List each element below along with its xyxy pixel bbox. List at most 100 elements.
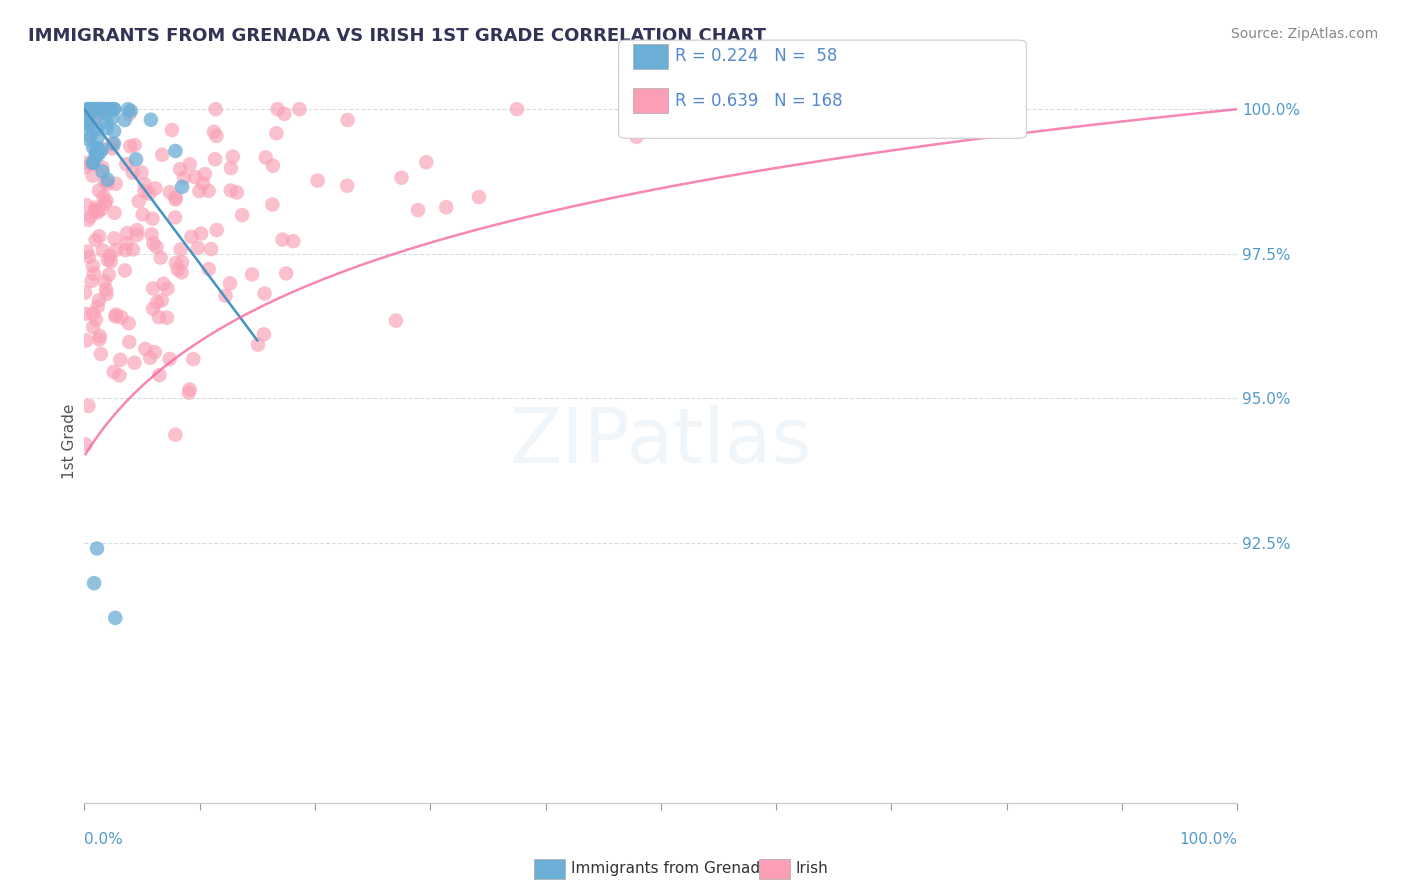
Point (82, 155, 104, 169)
Point (100, 102, 122, 116)
Point (160, 123, 183, 137)
Point (271, 233, 294, 247)
Point (415, 155, 437, 169)
Point (139, 112, 162, 127)
Point (96, 102, 118, 116)
Point (80, 120, 103, 134)
Point (89, 145, 111, 160)
Point (121, 166, 143, 180)
Point (156, 310, 179, 325)
Point (205, 223, 228, 237)
Point (184, 169, 207, 184)
Point (94, 115, 117, 129)
Point (103, 206, 125, 220)
Point (159, 185, 181, 199)
Point (120, 103, 142, 118)
Point (101, 141, 124, 155)
Point (118, 316, 141, 330)
Point (262, 197, 284, 211)
Point (266, 102, 288, 116)
Point (87, 293, 110, 308)
Point (90, 142, 112, 156)
Point (93, 274, 115, 288)
Point (86, 541, 108, 556)
Point (262, 159, 284, 173)
Point (91, 164, 114, 178)
Point (83, 267, 105, 281)
Point (110, 352, 132, 367)
Point (205, 128, 228, 143)
Point (100, 254, 122, 268)
Point (187, 241, 209, 255)
Point (146, 295, 169, 310)
Point (89, 102, 111, 116)
Point (82, 102, 104, 116)
Point (82, 169, 104, 183)
Point (276, 267, 298, 281)
Point (143, 345, 166, 359)
Point (468, 190, 491, 204)
Point (86, 203, 108, 218)
Point (273, 107, 295, 121)
Point (138, 186, 160, 201)
Point (84, 312, 107, 326)
Text: Immigrants from Grenada: Immigrants from Grenada (571, 862, 769, 876)
Point (127, 223, 149, 237)
Text: ZIPatlas: ZIPatlas (509, 405, 813, 478)
Point (124, 356, 146, 370)
Point (103, 102, 125, 116)
Point (89, 102, 111, 116)
Point (165, 193, 187, 207)
Point (165, 427, 187, 442)
Point (77, 399, 100, 413)
Text: IMMIGRANTS FROM GRENADA VS IRISH 1ST GRADE CORRELATION CHART: IMMIGRANTS FROM GRENADA VS IRISH 1ST GRA… (28, 27, 766, 45)
Point (506, 102, 529, 116)
Point (80, 274, 103, 288)
Point (89, 102, 111, 116)
Point (82, 320, 104, 334)
Point (202, 125, 225, 139)
Point (179, 157, 201, 171)
Point (75, 160, 97, 174)
Point (139, 351, 162, 365)
Point (204, 152, 226, 166)
Point (82, 141, 104, 155)
Point (131, 165, 153, 179)
Point (84, 201, 107, 215)
Point (214, 289, 236, 303)
Point (86, 131, 108, 145)
Point (101, 112, 124, 126)
Point (86, 149, 108, 163)
Point (105, 308, 128, 322)
Point (91, 161, 114, 175)
Point (90, 102, 112, 116)
Point (91, 244, 114, 258)
Point (391, 170, 413, 185)
Point (103, 102, 125, 116)
Point (97, 177, 120, 191)
Point (177, 385, 200, 400)
Point (283, 234, 305, 248)
Point (197, 262, 219, 277)
Point (83, 102, 105, 116)
Point (626, 129, 648, 144)
Point (173, 170, 195, 185)
Point (98, 249, 121, 263)
Point (86, 102, 108, 116)
Point (115, 226, 138, 240)
Point (222, 150, 245, 164)
Point (75, 437, 97, 451)
Point (76, 102, 98, 116)
Point (124, 138, 146, 153)
Point (82, 157, 104, 171)
Point (134, 342, 156, 356)
Point (142, 301, 165, 316)
Point (75, 307, 97, 321)
Point (83, 576, 105, 591)
Point (79, 128, 101, 143)
Point (76, 117, 98, 131)
Point (141, 211, 163, 226)
Point (76, 109, 98, 123)
Point (103, 136, 125, 151)
Point (120, 139, 142, 153)
